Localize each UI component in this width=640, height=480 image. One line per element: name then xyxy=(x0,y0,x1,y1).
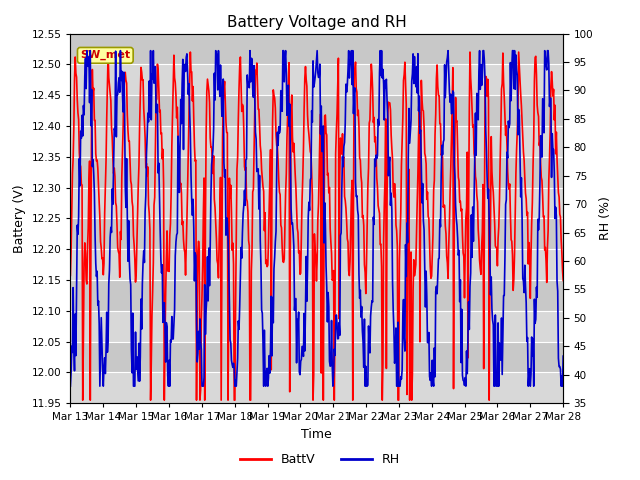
Legend: BattV, RH: BattV, RH xyxy=(235,448,405,471)
Bar xyxy=(70,218,563,249)
Y-axis label: Battery (V): Battery (V) xyxy=(13,184,26,252)
Bar xyxy=(70,157,563,188)
Title: Battery Voltage and RH: Battery Voltage and RH xyxy=(227,15,406,30)
Text: SW_met: SW_met xyxy=(80,50,131,60)
Bar xyxy=(70,95,563,126)
Bar xyxy=(70,280,563,311)
Bar xyxy=(70,34,563,64)
Y-axis label: RH (%): RH (%) xyxy=(599,196,612,240)
X-axis label: Time: Time xyxy=(301,428,332,441)
Bar xyxy=(70,342,563,372)
